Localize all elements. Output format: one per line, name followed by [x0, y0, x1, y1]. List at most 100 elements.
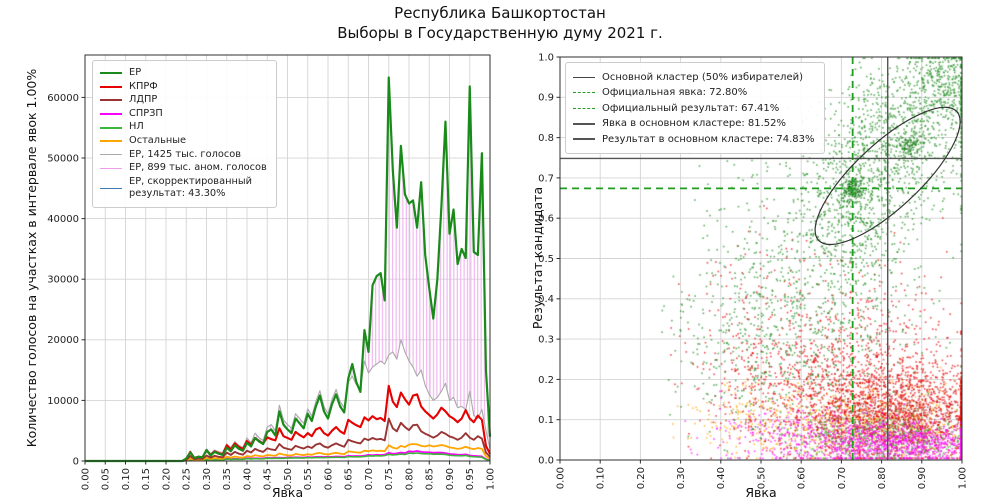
svg-text:20000: 20000	[47, 335, 79, 346]
svg-text:0.25: 0.25	[182, 468, 193, 490]
left-x-axis-label: Явка	[271, 485, 304, 500]
legend-line-swatch	[100, 140, 122, 143]
legend-label: Официальный результат: 67.41%	[602, 102, 780, 114]
svg-text:0.3: 0.3	[538, 335, 554, 346]
svg-text:0.10: 0.10	[121, 468, 132, 490]
svg-text:0.40: 0.40	[716, 467, 727, 489]
svg-text:0: 0	[73, 456, 79, 467]
legend-line-swatch	[100, 187, 122, 189]
legend-label: КПРФ	[129, 80, 158, 92]
svg-text:0.80: 0.80	[404, 468, 415, 490]
svg-text:0.15: 0.15	[141, 468, 152, 490]
legend-line-swatch	[100, 167, 122, 169]
svg-text:0.8: 0.8	[538, 133, 554, 144]
legend-line-swatch	[100, 154, 122, 156]
legend-line-swatch	[573, 92, 595, 93]
left-legend-item-2: ЛДПР	[100, 94, 267, 107]
legend-label: Результат в основном кластере: 74.83%	[602, 133, 815, 145]
svg-text:0.45: 0.45	[263, 468, 274, 490]
svg-text:0.35: 0.35	[222, 468, 233, 490]
left-legend-item-6: ЕР, 1425 тыс. голосов	[100, 149, 267, 162]
left-legend-item-3: СПРЗП	[100, 108, 267, 121]
svg-text:0.7: 0.7	[538, 173, 554, 184]
legend-line-swatch	[573, 122, 595, 125]
title-line-2: Выборы в Государственную думу 2021 г.	[337, 24, 663, 42]
svg-text:0.30: 0.30	[202, 468, 213, 490]
left-y-axis-label: Количество голосов на участках в интерва…	[24, 68, 39, 448]
left-legend-item-8: ЕР, скорректированный результат: 43.30%	[100, 176, 267, 201]
right-chart-ticks: 0.000.0 0.10 0.1 0.20 0.2 0.30 0.3 0.40 0.4 0.50 0…	[538, 52, 968, 489]
right-chart-legend: Основной кластер (50% избирателей) Официа…	[565, 62, 825, 154]
svg-text:10000: 10000	[47, 396, 79, 407]
legend-line-swatch	[573, 138, 595, 140]
svg-text:0.4: 0.4	[538, 294, 554, 305]
svg-text:0.20: 0.20	[161, 468, 172, 490]
svg-text:0.30: 0.30	[676, 467, 687, 489]
svg-text:0.00: 0.00	[80, 468, 91, 490]
svg-text:1.0: 1.0	[538, 52, 554, 63]
svg-text:0.1: 0.1	[538, 415, 554, 426]
right-legend-item-2: Официальный результат: 67.41%	[573, 102, 815, 115]
svg-text:0.0: 0.0	[538, 455, 554, 466]
legend-label: Остальные	[129, 134, 187, 146]
right-x-axis-label: Явка	[745, 485, 777, 500]
svg-text:0.95: 0.95	[465, 468, 476, 490]
svg-text:0.90: 0.90	[917, 467, 928, 489]
svg-text:30000: 30000	[47, 275, 79, 286]
svg-text:1.00: 1.00	[485, 468, 496, 490]
legend-line-swatch	[100, 126, 122, 129]
legend-label: ЕР, 899 тыс. аном. голосов	[129, 162, 267, 174]
svg-text:0.05: 0.05	[101, 468, 112, 490]
svg-text:0.6: 0.6	[538, 214, 554, 225]
legend-label: Явка в основном кластере: 81.52%	[602, 118, 787, 129]
legend-line-swatch	[100, 99, 122, 102]
legend-line-swatch	[100, 85, 122, 88]
svg-text:0.90: 0.90	[445, 468, 456, 490]
legend-label: СПРЗП	[129, 107, 163, 119]
svg-text:0.55: 0.55	[303, 468, 314, 490]
svg-text:0.70: 0.70	[837, 467, 848, 489]
left-legend-item-5: Остальные	[100, 135, 267, 148]
svg-text:0.70: 0.70	[364, 468, 375, 490]
svg-text:40000: 40000	[47, 214, 79, 225]
legend-line-swatch	[573, 76, 595, 78]
left-legend-item-7: ЕР, 899 тыс. аном. голосов	[100, 162, 267, 175]
svg-text:0.20: 0.20	[636, 467, 647, 489]
svg-text:0.60: 0.60	[797, 467, 808, 489]
svg-text:0.60: 0.60	[323, 468, 334, 490]
svg-text:0.5: 0.5	[538, 254, 554, 265]
legend-label: ЛДПР	[129, 94, 158, 106]
left-legend-item-1: КПРФ	[100, 81, 267, 94]
svg-text:0.50: 0.50	[756, 467, 767, 489]
right-legend-item-3: Явка в основном кластере: 81.52%	[573, 117, 815, 130]
svg-text:0.50: 0.50	[283, 468, 294, 490]
legend-label: ЕР, скорректированный результат: 43.30%	[129, 175, 252, 200]
svg-text:1.00: 1.00	[957, 467, 968, 489]
svg-text:0.40: 0.40	[242, 468, 253, 490]
figure-title: Республика Башкортостан Выборы в Государ…	[0, 3, 1000, 43]
svg-text:0.9: 0.9	[538, 93, 554, 104]
left-legend-item-0: ЕР	[100, 67, 267, 80]
right-legend-item-4: Результат в основном кластере: 74.83%	[573, 133, 815, 146]
svg-text:50000: 50000	[47, 153, 79, 164]
left-chart-legend: ЕР КПРФ ЛДПР СПРЗП НЛ Остальные ЕР, 1425 тыс. …	[92, 60, 277, 208]
svg-text:0.10: 0.10	[596, 467, 607, 489]
legend-label: Основной кластер (50% избирателей)	[602, 71, 804, 83]
svg-text:0.65: 0.65	[344, 468, 355, 490]
svg-text:0.75: 0.75	[384, 468, 395, 490]
svg-text:0.2: 0.2	[538, 375, 554, 386]
legend-label: НЛ	[129, 121, 144, 133]
right-y-axis-label: Результат кандидата	[530, 186, 545, 330]
right-legend-item-0: Основной кластер (50% избирателей)	[573, 71, 815, 84]
legend-label: ЕР	[129, 67, 142, 78]
left-chart-ticks: 0.00 0.05 0.10 0.15 0.20 0.25 0.30 0.35 0.40 0.45…	[47, 93, 496, 490]
svg-text:60000: 60000	[47, 93, 79, 104]
svg-text:0.00: 0.00	[555, 467, 566, 489]
right-legend-item-1: Официальная явка: 72.80%	[573, 86, 815, 99]
legend-label: ЕР, 1425 тыс. голосов	[129, 148, 241, 160]
title-line-1: Республика Башкортостан	[394, 4, 606, 22]
legend-label: Официальная явка: 72.80%	[602, 87, 748, 98]
legend-line-swatch	[573, 107, 595, 109]
legend-line-swatch	[100, 113, 122, 116]
